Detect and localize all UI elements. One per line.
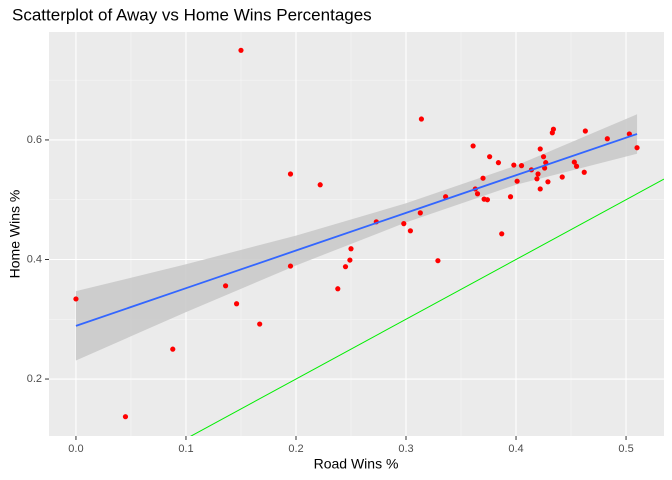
- x-tick-label: 0.1: [178, 443, 193, 455]
- x-axis-label: Road Wins %: [314, 456, 399, 472]
- y-axis-label: Home Wins %: [7, 190, 23, 279]
- point: [604, 136, 610, 142]
- point: [170, 346, 176, 352]
- fit-line: [75, 133, 638, 327]
- y-tick-label: 0.6: [27, 134, 42, 146]
- point: [401, 221, 407, 227]
- point: [582, 128, 588, 134]
- point: [495, 160, 502, 166]
- point: [507, 194, 514, 200]
- point: [484, 197, 491, 203]
- point: [480, 175, 486, 181]
- reference-line: [190, 178, 664, 436]
- point: [571, 159, 577, 165]
- point: [559, 174, 565, 180]
- point: [573, 163, 580, 169]
- point: [581, 169, 587, 175]
- point: [470, 143, 476, 149]
- point: [407, 228, 414, 234]
- point: [474, 191, 481, 197]
- point: [634, 145, 640, 151]
- point: [435, 258, 441, 264]
- point: [545, 179, 551, 185]
- point: [342, 264, 349, 270]
- y-tick-label: 0.4: [27, 253, 42, 265]
- x-tick-label: 0.5: [618, 443, 633, 455]
- point: [534, 176, 540, 182]
- point: [287, 263, 294, 269]
- point: [540, 154, 547, 160]
- point: [487, 154, 493, 160]
- point: [348, 246, 354, 252]
- x-tick-label: 0.4: [508, 443, 523, 455]
- point: [122, 414, 129, 420]
- plot-area: [49, 32, 664, 436]
- point: [537, 186, 543, 192]
- y-tick-label: 0.2: [27, 373, 42, 385]
- point: [222, 283, 229, 289]
- point: [518, 163, 525, 169]
- x-tick-label: 0.3: [398, 443, 413, 455]
- point: [257, 321, 263, 327]
- point: [335, 286, 341, 292]
- point: [511, 162, 517, 168]
- point: [347, 257, 353, 263]
- point: [418, 116, 425, 122]
- point: [238, 47, 244, 53]
- point: [417, 210, 423, 216]
- point: [537, 146, 543, 152]
- x-tick-label: 0.2: [288, 443, 303, 455]
- x-tick-label: 0.0: [68, 443, 83, 455]
- point: [317, 182, 323, 188]
- point: [73, 296, 79, 302]
- point: [287, 171, 294, 177]
- point: [233, 301, 240, 307]
- point: [535, 171, 541, 177]
- point: [514, 178, 520, 184]
- point: [550, 126, 557, 132]
- confidence-band: [75, 114, 638, 361]
- chart-title: Scatterplot of Away vs Home Wins Percent…: [12, 5, 372, 24]
- point: [499, 231, 505, 237]
